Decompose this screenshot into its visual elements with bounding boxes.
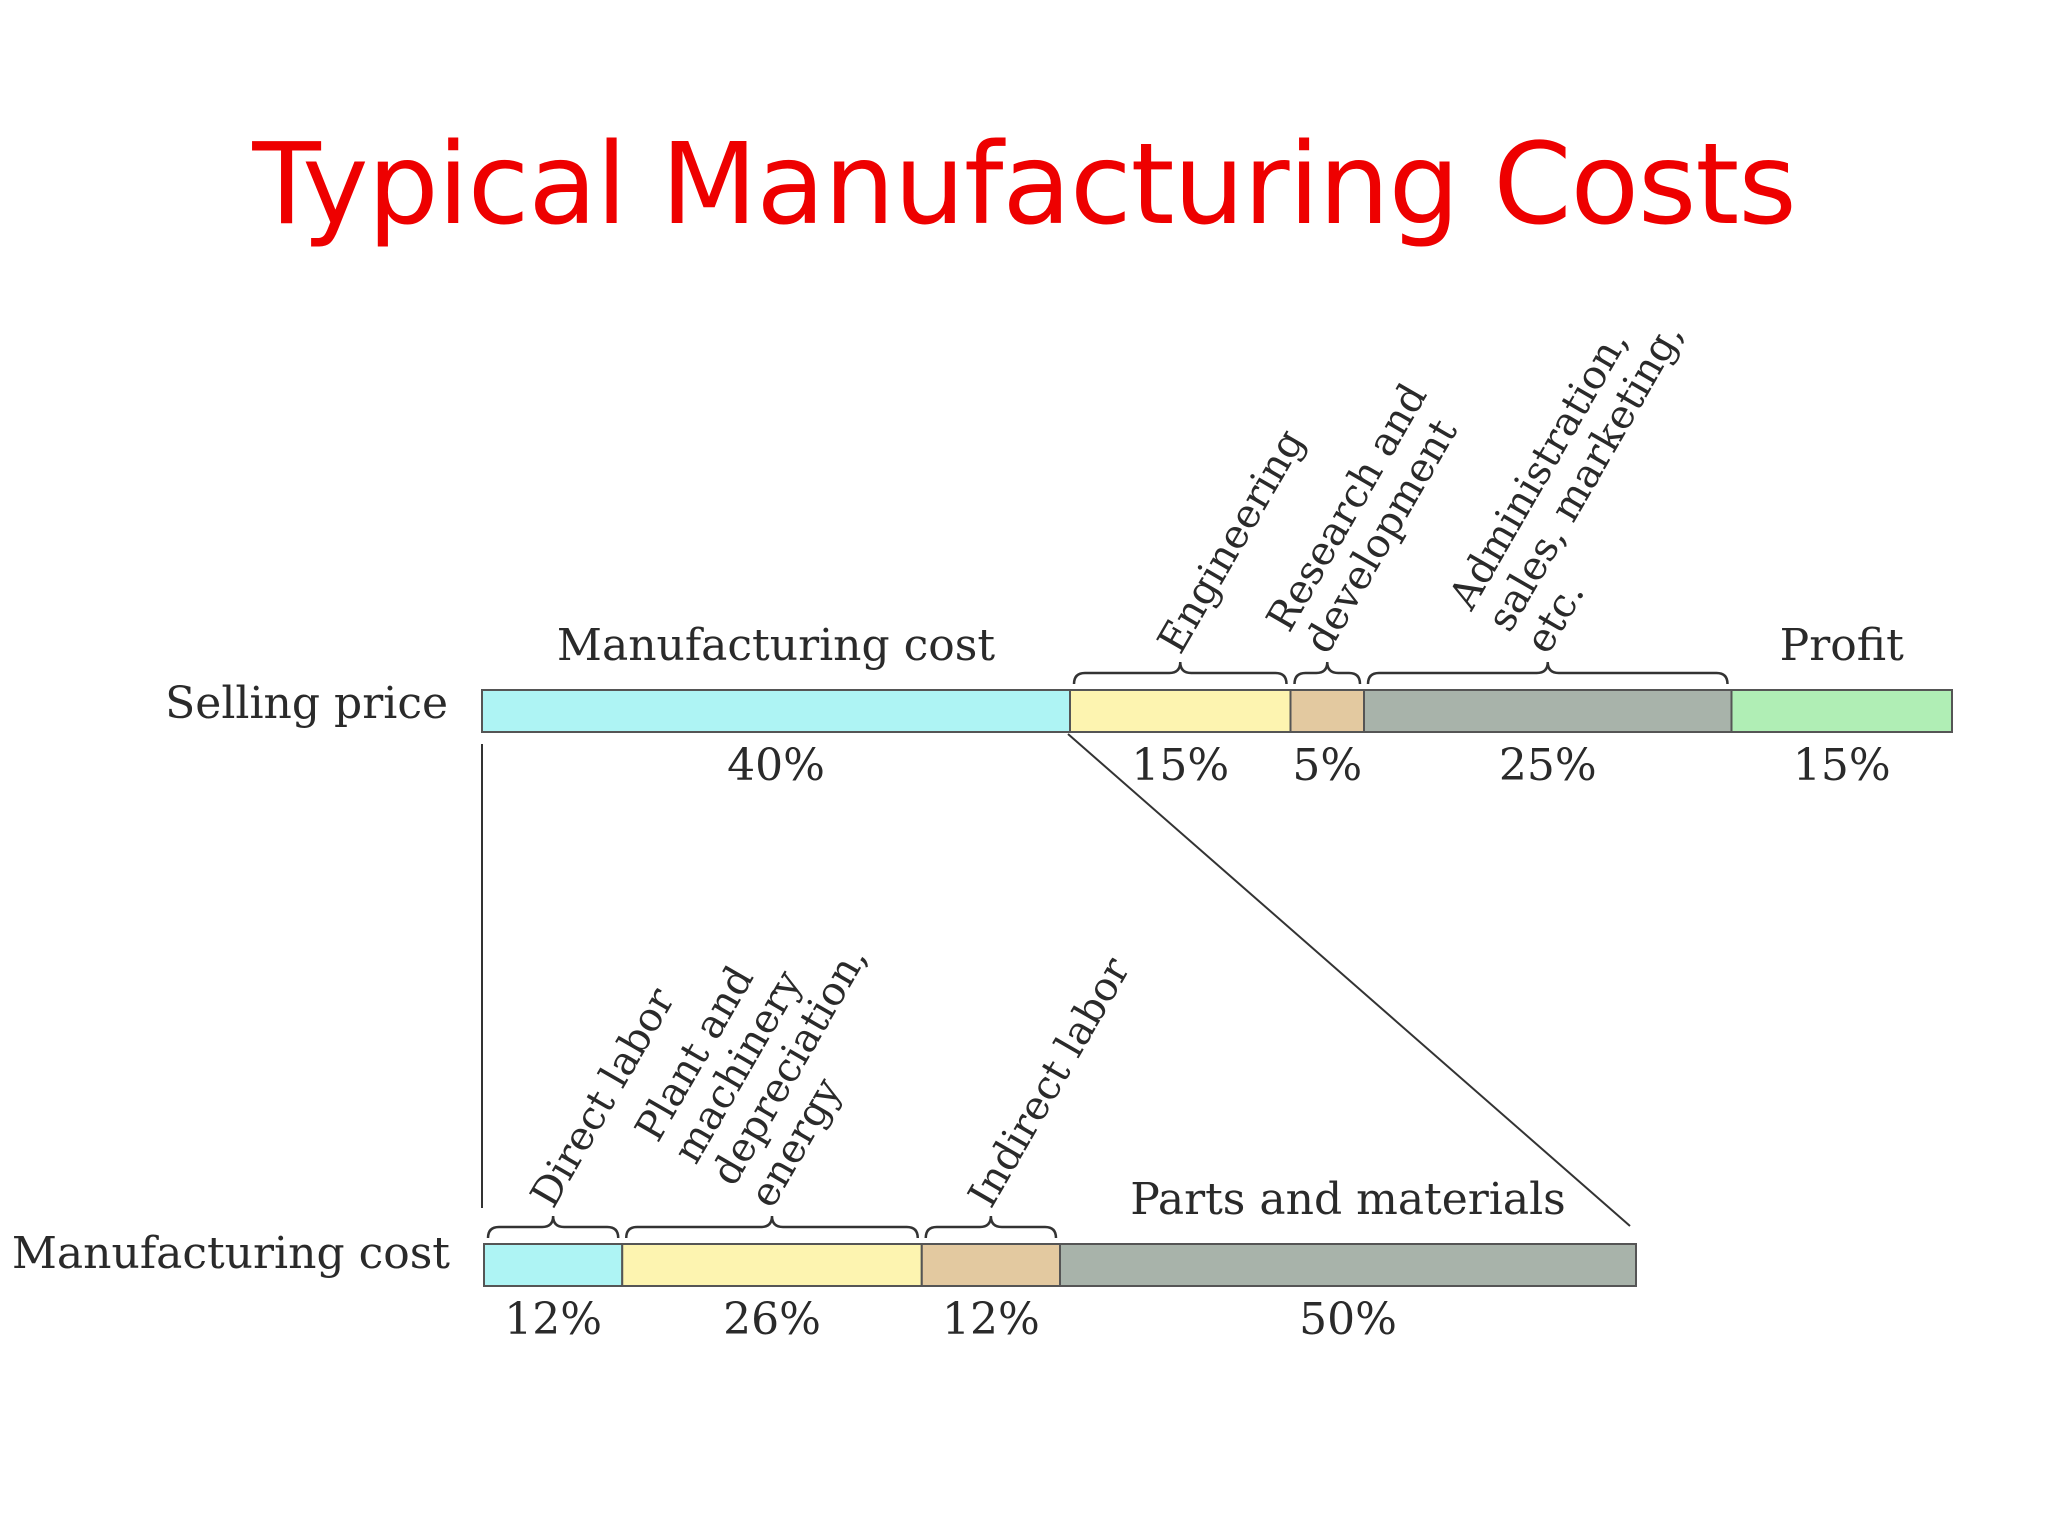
- manufacturing-cost-row-label: Manufacturing cost: [12, 1228, 450, 1279]
- manufacturing-cost-percent-plant-and-machinery-depreciation-energy: 26%: [723, 1294, 821, 1345]
- manufacturing-cost-brace-direct-labor: [486, 1215, 620, 1239]
- zoom-guide-right: [1067, 733, 1631, 1227]
- selling-price-row-label: Selling price: [165, 678, 448, 729]
- selling-price-segment-research-and-development: [1289, 689, 1365, 733]
- manufacturing-cost-percent-direct-labor: 12%: [504, 1294, 602, 1345]
- manufacturing-cost-brace-plant-and-machinery-depreciation-energy: [624, 1215, 920, 1239]
- selling-price-label-profit: Profit: [1780, 620, 1904, 671]
- selling-price-percent-administration-sales-marketing-etc: 25%: [1499, 740, 1597, 791]
- selling-price-label-manufacturing-cost: Manufacturing cost: [557, 620, 995, 671]
- manufacturing-cost-percent-parts-and-materials: 50%: [1299, 1294, 1397, 1345]
- selling-price-segment-engineering: [1069, 689, 1292, 733]
- slide-title: Typical Manufacturing Costs: [252, 120, 1796, 250]
- selling-price-bar: 40%Manufacturing cost15%Engineering5%Res…: [481, 292, 1953, 791]
- manufacturing-cost-segment-indirect-labor: [920, 1243, 1062, 1287]
- manufacturing-cost-segment-direct-labor: [483, 1243, 624, 1287]
- selling-price-percent-manufacturing-cost: 40%: [727, 740, 825, 791]
- selling-price-brace-research-and-development: [1293, 661, 1362, 685]
- selling-price-percent-profit: 15%: [1793, 740, 1891, 791]
- manufacturing-cost-label-indirect-labor: Indirect labor: [960, 949, 1140, 1215]
- selling-price-label-administration-sales-marketing-etc: Administration,sales, marketing,etc.: [1440, 292, 1731, 662]
- selling-price-segment-manufacturing-cost: [481, 689, 1071, 733]
- selling-price-segment-administration-sales-marketing-etc: [1363, 689, 1733, 733]
- manufacturing-cost-label-parts-and-materials: Parts and materials: [1130, 1174, 1566, 1225]
- manufacturing-cost-brace-indirect-labor: [924, 1215, 1058, 1239]
- manufacturing-cost-segment-plant-and-machinery-depreciation-energy: [621, 1243, 923, 1287]
- selling-price-brace-administration-sales-marketing-etc: [1366, 661, 1729, 685]
- manufacturing-cost-label-plant-and-machinery-depreciation-energy: Plant andmachinerydepreciation,energy: [627, 894, 915, 1215]
- manufacturing-cost-segment-parts-and-materials: [1059, 1243, 1637, 1287]
- manufacturing-cost-percent-indirect-labor: 12%: [942, 1294, 1040, 1345]
- selling-price-percent-research-and-development: 5%: [1292, 740, 1362, 791]
- selling-price-label-research-and-development: Research anddevelopment: [1258, 376, 1474, 661]
- selling-price-percent-engineering: 15%: [1131, 740, 1229, 791]
- selling-price-segment-profit: [1730, 689, 1953, 733]
- selling-price-brace-engineering: [1072, 661, 1288, 685]
